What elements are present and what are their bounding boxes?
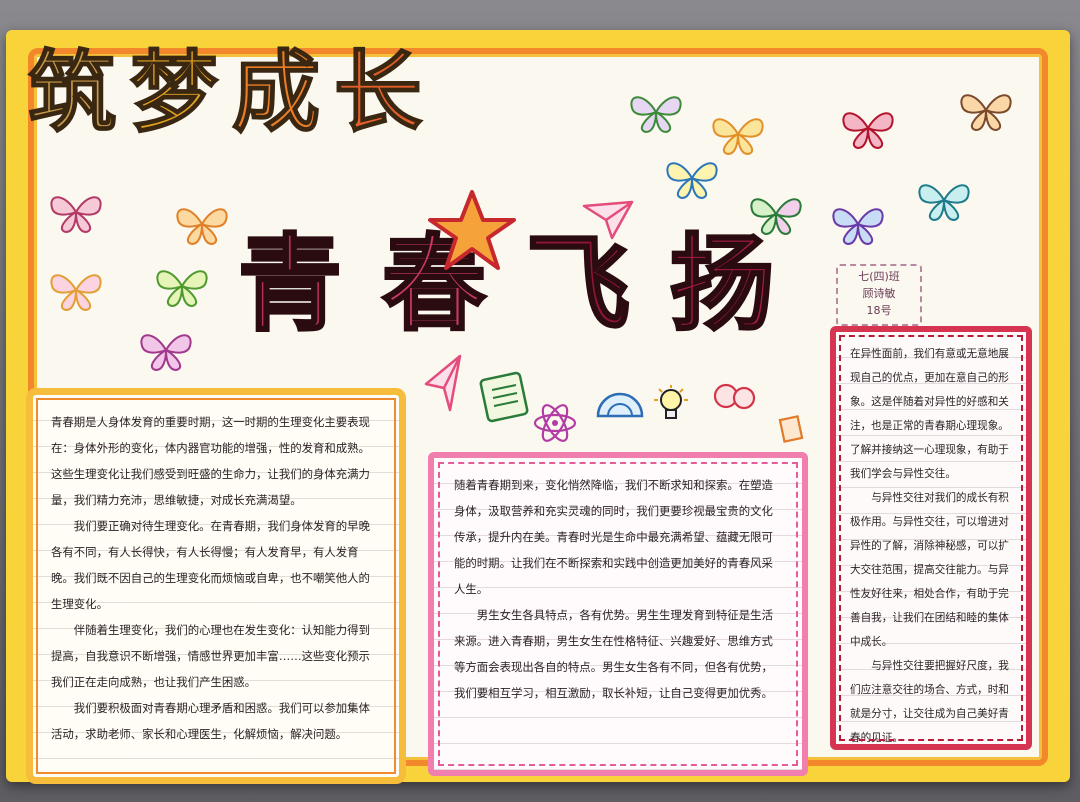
right-text-box: 在异性面前，我们有意或无意地展现自己的优点，更加在意自己的形象。这是伴随着对异性… xyxy=(830,326,1032,750)
middle-text-box: 随着青春期到来，变化悄然降临，我们不断求知和探索。在塑造身体，汲取营养和充实灵魂… xyxy=(428,452,808,776)
left-paragraph: 青春期是人身体发育的重要时期，这一时期的生理变化主要表现在：身体外形的变化，体内… xyxy=(51,415,370,507)
left-paragraph: 我们要正确对待生理变化。在青春期，我们身体发育的早晚各有不同，有人长得快，有人长… xyxy=(51,519,370,611)
atom-icon xyxy=(533,404,577,442)
butterfly-icon xyxy=(50,274,102,312)
lightbulb-icon xyxy=(654,385,688,419)
butterfly-icon xyxy=(750,198,802,236)
title-char: 长 xyxy=(333,40,437,144)
butterfly-icon xyxy=(918,184,970,222)
class-label: 七(四)班 xyxy=(858,270,900,283)
middle-paragraph: 随着青春期到来，变化悄然降临，我们不断求知和探索。在塑造身体，汲取营养和充实灵魂… xyxy=(454,478,773,596)
butterfly-icon xyxy=(630,96,682,134)
title-char: 飞 xyxy=(525,222,671,345)
title-char: 成 xyxy=(231,40,335,144)
paper-plane-icon xyxy=(424,354,462,412)
title-char: 扬 xyxy=(669,222,815,345)
butterfly-icon xyxy=(712,118,764,156)
butterfly-icon xyxy=(156,270,208,308)
right-paragraph: 与异性交往对我们的成长有积极作用。与异性交往，可以增进对异性的了解，消除神秘感，… xyxy=(850,492,1009,648)
abc-bubble-icon xyxy=(713,383,756,410)
right-paragraph: 与异性交往要把握好尺度，我们应注意交往的场合、方式，时和就是分寸，让交往成为自己… xyxy=(850,660,1009,744)
butterfly-icon xyxy=(960,94,1012,132)
bookmark-icon xyxy=(778,415,804,443)
left-paragraph: 伴随着生理变化，我们的心理也在发生变化：认知能力得到提高，自我意识不断增强，情感… xyxy=(51,623,370,689)
left-text-box: 青春期是人身体发育的重要时期，这一时期的生理变化主要表现在：身体外形的变化，体内… xyxy=(26,388,406,784)
title-char: 筑 xyxy=(27,40,131,144)
butterfly-icon xyxy=(50,196,102,234)
butterfly-icon xyxy=(140,334,192,372)
title-char: 梦 xyxy=(129,40,233,144)
notebook-icon xyxy=(479,371,529,423)
title-line-1: 筑梦成长 xyxy=(27,47,436,137)
left-paragraph: 我们要积极面对青春期心理矛盾和困惑。我们可以参加集体活动，求助老师、家长和心理医… xyxy=(51,701,370,741)
butterfly-icon xyxy=(666,162,718,200)
butterfly-icon xyxy=(832,208,884,246)
title-line-2: 青春飞扬 xyxy=(236,230,814,337)
star-icon xyxy=(428,190,516,270)
student-number: 18号 xyxy=(866,304,892,317)
butterfly-icon xyxy=(176,208,228,246)
student-name: 顾诗敏 xyxy=(862,287,896,300)
title-char: 青 xyxy=(236,222,383,345)
paper-plane-icon xyxy=(582,200,634,240)
right-paragraph: 在异性面前，我们有意或无意地展现自己的优点，更加在意自己的形象。这是伴随着对异性… xyxy=(850,348,1009,480)
protractor-icon xyxy=(596,392,644,418)
butterfly-icon xyxy=(842,112,894,150)
middle-paragraph: 男生女生各具特点，各有优势。男生生理发育到特征是生活来源。进入青春期，男生女生在… xyxy=(454,608,773,700)
class-name-tag: 七(四)班 顾诗敏 18号 xyxy=(836,264,922,326)
